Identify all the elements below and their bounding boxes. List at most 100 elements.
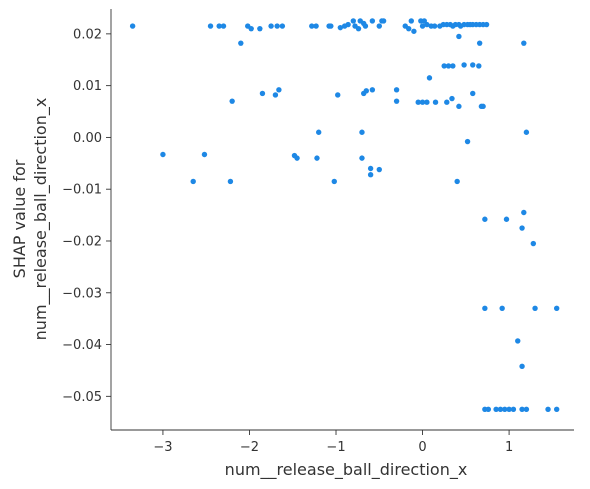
scatter-point [506, 406, 512, 412]
scatter-point [316, 129, 322, 135]
scatter-point [530, 240, 537, 247]
scatter-point [220, 23, 227, 29]
scatter-point [532, 305, 538, 312]
scatter-point [259, 90, 266, 97]
scatter-point [257, 25, 263, 32]
scatter-point [476, 40, 483, 46]
scatter-point [445, 63, 452, 69]
scatter-point [272, 92, 279, 98]
scatter-point [456, 33, 462, 40]
y-tick-label: 0.01 [73, 79, 102, 94]
scatter-point [470, 90, 476, 97]
scatter-point [393, 98, 400, 104]
scatter-point [553, 305, 560, 312]
scatter-point [464, 138, 471, 145]
scatter-point [376, 23, 382, 29]
scatter-point [424, 99, 430, 105]
scatter-point [248, 25, 254, 32]
scatter-point [521, 209, 527, 216]
scatter-point [482, 216, 488, 222]
scatter-point [523, 406, 530, 412]
x-tick-label: 0 [418, 440, 426, 455]
scatter-point [268, 23, 274, 29]
y-ticks: 0.02 0.01 0.00 −0.01 −0.02 −0.03 −0.04 −0.05 [62, 27, 111, 405]
x-tick-label: −3 [153, 440, 172, 455]
scatter-point [411, 28, 417, 34]
scatter-point [314, 155, 320, 161]
data-points [129, 18, 560, 412]
y-tick-label: −0.04 [62, 338, 102, 353]
scatter-point [201, 151, 208, 158]
y-tick-label: −0.05 [62, 390, 102, 405]
plot-area: 0.02 0.01 0.00 −0.01 −0.02 −0.03 −0.04 −0.05 −3… [62, 9, 574, 455]
scatter-point [367, 172, 374, 178]
y-tick-label: −0.03 [62, 286, 102, 301]
scatter-point [415, 99, 421, 105]
scatter-point [424, 21, 430, 28]
scatter-point [337, 24, 344, 31]
scatter-point [545, 406, 551, 412]
scatter-point [350, 18, 357, 24]
scatter-point [521, 40, 527, 46]
scatter-point [376, 166, 382, 173]
scatter-point [461, 62, 467, 68]
scatter-point [482, 305, 488, 312]
scatter-point [309, 23, 315, 29]
scatter-point [363, 88, 369, 94]
scatter-point [369, 18, 376, 24]
y-tick-label: −0.02 [62, 234, 102, 249]
scatter-point [450, 63, 456, 69]
x-tick-label: −1 [326, 440, 345, 455]
scatter-point [454, 178, 460, 185]
scatter-point [129, 23, 136, 29]
scatter-point [190, 178, 196, 185]
scatter-point [207, 23, 214, 29]
y-tick-label: 0.00 [73, 131, 102, 146]
scatter-point [276, 87, 282, 93]
scatter-point [499, 305, 505, 312]
scatter-point [426, 75, 433, 81]
scatter-point [515, 338, 521, 344]
scatter-point [483, 21, 490, 28]
scatter-point [493, 406, 499, 412]
scatter-point [503, 216, 510, 222]
y-tick-label: −0.01 [62, 183, 102, 198]
scatter-point [502, 406, 508, 412]
scatter-point [367, 165, 374, 172]
scatter-point [497, 406, 504, 412]
scatter-point [510, 406, 517, 412]
scatter-point [362, 23, 369, 29]
scatter-point [328, 23, 334, 29]
scatter-point [519, 225, 525, 231]
scatter-point [431, 23, 438, 29]
scatter-point [485, 406, 492, 412]
scatter-point [519, 406, 525, 412]
x-ticks: −3 −2 −1 0 1 [153, 430, 513, 455]
scatter-point [523, 129, 530, 135]
x-axis-title: num__release_ball_direction_x [225, 460, 468, 480]
scatter-point [406, 25, 412, 32]
scatter-point [274, 23, 280, 29]
scatter-point [359, 155, 365, 161]
x-tick-label: 1 [505, 440, 513, 455]
scatter-point [432, 99, 439, 105]
scatter-point [355, 25, 362, 32]
scatter-point [359, 129, 365, 135]
scatter-point [456, 103, 462, 110]
y-axis-title-line-1: SHAP value for [10, 159, 29, 278]
scatter-point [476, 63, 482, 69]
scatter-point [449, 95, 455, 102]
scatter-point [331, 178, 337, 185]
scatter-point [393, 87, 400, 93]
scatter-point [227, 178, 234, 185]
x-tick-label: −2 [240, 440, 259, 455]
y-tick-label: 0.02 [73, 27, 102, 42]
scatter-point [345, 21, 351, 28]
scatter-point [313, 23, 319, 29]
scatter-point [470, 62, 476, 68]
scatter-point [279, 23, 286, 29]
scatter-point [294, 155, 300, 161]
scatter-point [553, 406, 560, 412]
scatter-point [419, 23, 426, 29]
